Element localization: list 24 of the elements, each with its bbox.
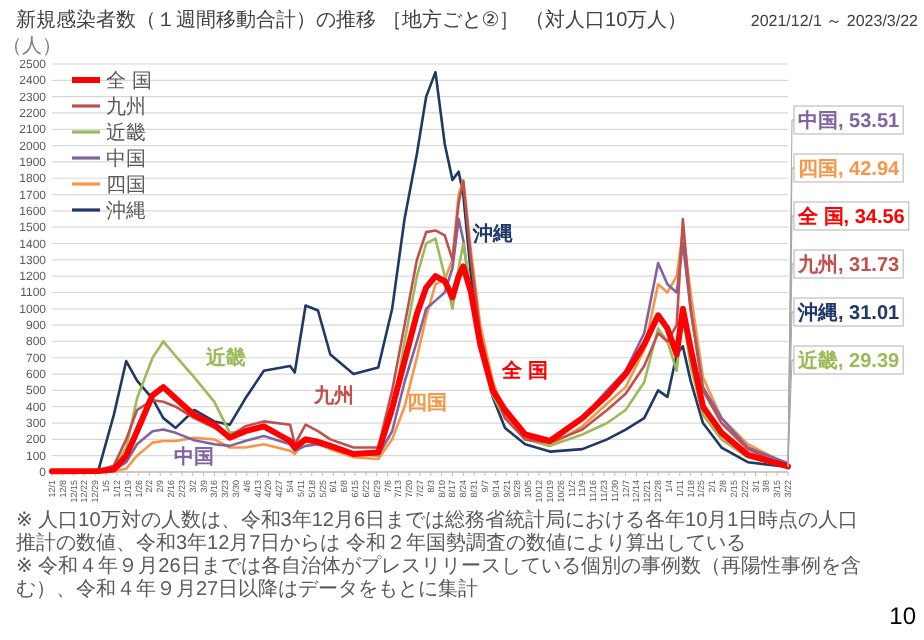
text: 近畿 <box>206 348 247 371</box>
annotation: 全 国, 34.56 <box>796 205 906 229</box>
annotation: 四国, 42.94 <box>798 159 901 181</box>
text: 中国 <box>174 447 215 470</box>
text: 四国 <box>407 393 448 416</box>
legend-label: 沖縄 <box>106 199 146 223</box>
legend-label: 全 国 <box>106 69 152 93</box>
text: ※ 人口10万対の人数は、令和3年12月6日までは総務省統計局における各年10月1日時点の人口推計の数値、令和3年12月7日からは 令和２年国勢調査の数値により算出している <box>16 508 859 555</box>
legend-label: 中国 <box>106 147 146 171</box>
annotation: 中国, 53.51 <box>798 109 901 133</box>
text: 2021/12/1 ～ 2023/3/22 <box>750 12 920 30</box>
legend-label: 四国 <box>106 175 146 197</box>
annotation: 近畿, 29.39 <box>796 349 901 373</box>
legend-label: 近畿 <box>106 121 146 145</box>
text: 全 国 <box>502 361 548 384</box>
text: 10 <box>889 602 917 630</box>
annotation: 沖縄, 31.01 <box>796 301 901 325</box>
y-axis-title: （人） <box>2 36 62 58</box>
text: 九州 <box>313 386 354 409</box>
chart-title: 新規感染者数（１週間移動合計）の推移 ［地方ごと②］ （対人口10万人） <box>16 8 688 32</box>
text: 沖縄 <box>472 223 513 246</box>
annotation: 九州, 31.73 <box>796 253 901 277</box>
text: ※ 令和４年９月26日までは各自治体がプレスリリースしている個別の事例数（再陽性事例を含む）、令和４年９月27日以降はデータをもとに集計 <box>16 554 861 601</box>
legend-label: 九州 <box>106 95 146 119</box>
